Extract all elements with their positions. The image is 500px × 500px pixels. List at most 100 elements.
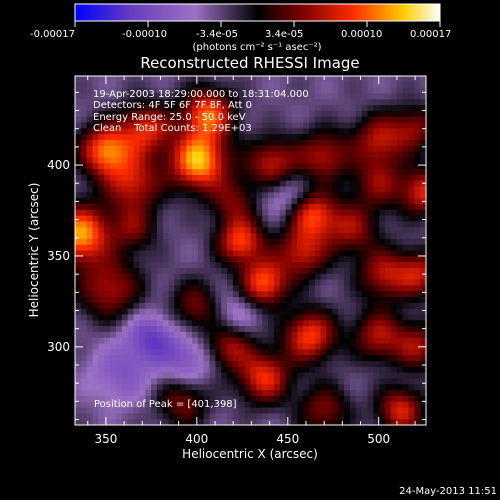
heatmap-cell [162, 93, 170, 100]
heatmap-cell [396, 180, 404, 188]
heatmap-cell [320, 180, 328, 188]
heatmap-cell [385, 116, 392, 124]
heatmap-cell [408, 297, 415, 304]
heatmap-cell [197, 390, 205, 397]
heatmap-cell [414, 302, 421, 310]
heatmap-cell [285, 401, 293, 409]
heatmap-cell [297, 419, 304, 425]
heatmap-cell [420, 372, 426, 380]
heatmap-cell [197, 273, 205, 281]
heatmap-cell [373, 256, 380, 263]
heatmap-cell [338, 419, 345, 425]
heatmap-cell [104, 192, 111, 199]
heatmap-cell [291, 81, 298, 89]
heatmap-cell [110, 413, 117, 420]
heatmap-cell [145, 279, 152, 286]
heatmap-cell [92, 407, 99, 414]
heatmap-cell [314, 203, 322, 211]
heatmap-cell [92, 331, 99, 339]
heatmap-cell [221, 361, 228, 368]
heatmap-cell [180, 279, 187, 286]
heatmap-cell [390, 122, 398, 129]
heatmap-cell [86, 244, 94, 252]
heatmap-cell [227, 87, 234, 95]
heatmap-cell [121, 128, 129, 135]
heatmap-cell [121, 320, 129, 327]
heatmap-cell [332, 250, 339, 257]
heatmap-cell [297, 320, 304, 327]
heatmap-cell [279, 262, 287, 269]
heatmap-cell [145, 273, 152, 281]
heatmap-cell [250, 215, 257, 223]
heatmap-cell [232, 105, 240, 112]
heatmap-cell [344, 331, 351, 339]
heatmap-cell [75, 267, 82, 275]
heatmap-cell [396, 134, 404, 141]
heatmap-cell [174, 227, 181, 234]
heatmap-cell [115, 349, 123, 356]
heatmap-cell [168, 395, 176, 403]
heatmap-cell [402, 128, 410, 135]
heatmap-cell [127, 297, 135, 304]
heatmap-cell [262, 250, 269, 257]
heatmap-cell [86, 366, 94, 374]
heatmap-cell [291, 361, 298, 368]
heatmap-cell [232, 331, 240, 339]
heatmap-cell [238, 267, 246, 275]
heatmap-cell [121, 227, 129, 234]
heatmap-cell [344, 273, 351, 281]
heatmap-cell [320, 169, 328, 176]
heatmap-cell [145, 110, 152, 118]
heatmap-cell [232, 169, 240, 176]
heatmap-cell [162, 349, 170, 356]
heatmap-cell [361, 163, 369, 170]
heatmap-cell [162, 308, 170, 316]
heatmap-cell [396, 343, 404, 350]
heatmap-cell [197, 366, 205, 374]
heatmap-cell [349, 331, 357, 339]
heatmap-cell [314, 209, 322, 217]
heatmap-cell [373, 99, 380, 106]
heatmap-cell [291, 227, 298, 234]
heatmap-cell [110, 81, 117, 89]
heatmap-cell [203, 76, 211, 83]
heatmap-cell [332, 238, 339, 246]
heatmap-cell [367, 372, 374, 380]
heatmap-cell [215, 256, 222, 263]
heatmap-cell [162, 320, 170, 327]
heatmap-cell [209, 163, 216, 170]
heatmap-cell [145, 157, 152, 164]
heatmap-cell [303, 192, 310, 199]
heatmap-cell [145, 238, 152, 246]
heatmap-cell [174, 401, 181, 409]
heatmap-cell [232, 180, 240, 188]
heatmap-cell [244, 372, 252, 380]
heatmap-cell [373, 233, 380, 240]
heatmap-cell [390, 308, 398, 316]
heatmap-cell [232, 110, 240, 118]
heatmap-cell [115, 244, 123, 252]
heatmap-cell [361, 279, 369, 286]
heatmap-cell [156, 145, 164, 153]
heatmap-cell [361, 87, 369, 95]
heatmap-cell [285, 273, 293, 281]
heatmap-cell [414, 209, 421, 217]
heatmap-cell [156, 384, 164, 391]
heatmap-cell [385, 110, 392, 118]
heatmap-cell [174, 215, 181, 223]
heatmap-cell [344, 395, 351, 403]
heatmap-cell [379, 134, 386, 141]
heatmap-cell [420, 419, 426, 425]
heatmap-cell [349, 244, 357, 252]
heatmap-cell [361, 203, 369, 211]
heatmap-cell [151, 128, 158, 135]
heatmap-cell [75, 279, 82, 286]
heatmap-cell [285, 93, 293, 100]
heatmap-cell [367, 139, 374, 147]
info-line-energy: Energy Range: 25.0 - 50.0 keV [93, 112, 246, 123]
heatmap-cell [262, 221, 269, 228]
heatmap-cell [344, 285, 351, 292]
heatmap-cell [314, 331, 322, 339]
heatmap-cell [420, 384, 426, 391]
heatmap-cell [244, 343, 252, 350]
